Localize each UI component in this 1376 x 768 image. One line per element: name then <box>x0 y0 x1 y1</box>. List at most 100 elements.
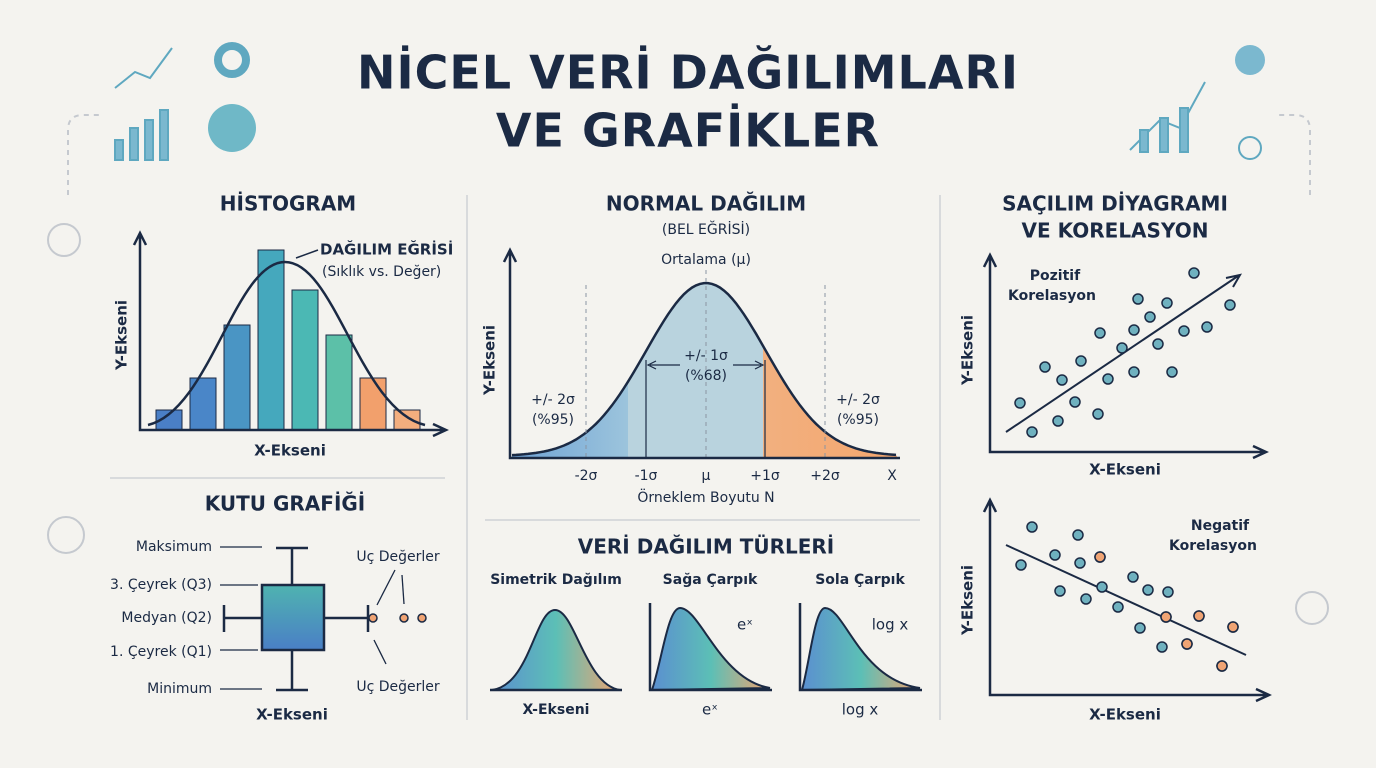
outlier <box>368 613 378 623</box>
type-axis: log x <box>842 701 879 719</box>
corr-label: Korelasyon <box>1008 288 1096 304</box>
normal-axes <box>502 247 900 460</box>
y-axis-label: Y-Ekseni <box>481 325 499 396</box>
scatter-dot <box>1094 551 1106 563</box>
scatter-dot <box>1014 397 1026 409</box>
scatter-dot <box>1054 585 1066 597</box>
scatter-dot <box>1160 611 1172 623</box>
scatter-dot <box>1193 610 1205 622</box>
scatter-dot <box>1128 324 1140 336</box>
scatter-dot <box>1094 327 1106 339</box>
boxplot-title: KUTU GRAFİĞİ <box>205 492 366 516</box>
scatter-dot <box>1075 355 1087 367</box>
scatter-dot <box>1201 321 1213 333</box>
type-label: Sola Çarpık <box>815 572 905 588</box>
x-axis-label: Örneklem Boyutu N <box>637 488 774 506</box>
type-axis: eˣ <box>702 701 718 719</box>
scatter-dot <box>1080 593 1092 605</box>
scatter-dot <box>1152 338 1164 350</box>
sigma-lines <box>585 270 826 458</box>
band-label: (%95) <box>837 412 879 428</box>
scatter-dot <box>1096 581 1108 593</box>
scatter-dot <box>1015 559 1027 571</box>
scatter-dot <box>1127 571 1139 583</box>
scatter-dot <box>1178 325 1190 337</box>
type-axis: X-Ekseni <box>523 702 590 718</box>
histogram-bars <box>155 249 421 431</box>
outlier <box>399 613 409 623</box>
type-label: Simetrik Dağılım <box>490 572 622 588</box>
scatter-dot <box>1026 426 1038 438</box>
scatter-dot <box>1161 297 1173 309</box>
scatter-dot <box>1134 622 1146 634</box>
negative-axes <box>982 497 1272 703</box>
scatter-dot <box>1092 408 1104 420</box>
box-label: Medyan (Q2) <box>121 610 212 626</box>
title-line1: NİCEL VERİ DAĞILIMLARI <box>357 46 1019 100</box>
corr-label: Pozitif <box>1030 268 1081 284</box>
x-axis-label: X-Ekseni <box>1089 706 1161 724</box>
normal-subtitle: (BEL EĞRİSİ) <box>662 220 750 238</box>
bell-area <box>512 283 898 458</box>
scatter-dot <box>1227 621 1239 633</box>
band-label: (%68) <box>685 368 727 384</box>
types-axes <box>490 603 922 692</box>
x-tick-label: -1σ <box>635 468 658 484</box>
x-tick-label: X <box>887 468 897 484</box>
scatter-dot <box>1069 396 1081 408</box>
curve-pointer <box>295 249 319 259</box>
scatter-dot <box>1052 415 1064 427</box>
positive-points <box>1014 267 1236 438</box>
left-skew-curve <box>800 606 921 692</box>
scatter-dot <box>1039 361 1051 373</box>
scatter-dot <box>1132 293 1144 305</box>
title-line2: VE GRAFİKLER <box>496 104 880 158</box>
scatter-dot <box>1188 267 1200 279</box>
scatter-dot <box>1056 374 1068 386</box>
x-tick-label: +2σ <box>810 468 840 484</box>
right-skew-curve <box>650 606 771 692</box>
x-tick-label: +1σ <box>750 468 780 484</box>
curve-label: DAĞILIM EĞRİSİ <box>320 240 453 259</box>
type-label: Sağa Çarpık <box>663 572 758 588</box>
scatter-dot <box>1049 549 1061 561</box>
positive-trend <box>1005 273 1243 433</box>
band-label: (%95) <box>532 412 574 428</box>
box-label: Minimum <box>147 681 212 697</box>
scatter-dot <box>1162 586 1174 598</box>
bell-curve <box>511 281 897 457</box>
outliers-label: Uç Değerler <box>356 679 440 695</box>
box-label: 1. Çeyrek (Q1) <box>110 644 212 660</box>
x-tick-label: -2σ <box>575 468 598 484</box>
scatter-title: SAÇILIM DİYAGRAMI <box>1002 192 1228 216</box>
decor-icons <box>47 42 1329 625</box>
curve-sublabel: (Sıklık vs. Değer) <box>322 264 441 280</box>
box-label: 3. Çeyrek (Q3) <box>110 577 212 593</box>
x-tick-label: μ <box>702 468 711 484</box>
band-label: +/- 2σ <box>836 392 880 408</box>
scatter-dot <box>1181 638 1193 650</box>
x-axis-label: X-Ekseni <box>256 706 328 724</box>
scatter-dot <box>1026 521 1038 533</box>
scatter-dot <box>1142 584 1154 596</box>
corr-label: Korelasyon <box>1169 538 1257 554</box>
y-axis-label: Y-Ekseni <box>959 565 977 636</box>
type-formula: eˣ <box>737 616 753 634</box>
corr-label: Negatif <box>1191 518 1250 534</box>
band-label: +/- 1σ <box>684 348 728 364</box>
scatter-dot <box>1102 373 1114 385</box>
y-axis-label: Y-Ekseni <box>959 315 977 386</box>
box-label: Maksimum <box>136 539 212 555</box>
symmetric-curve <box>491 608 621 691</box>
negative-trend <box>1005 544 1247 656</box>
scatter-title: VE KORELASYON <box>1022 219 1209 243</box>
scatter-dot <box>1144 311 1156 323</box>
types-title: VERİ DAĞILIM TÜRLERİ <box>578 535 834 559</box>
x-axis-label: X-Ekseni <box>1089 461 1161 479</box>
positive-axes <box>982 252 1269 460</box>
scatter-dot <box>1074 557 1086 569</box>
scatter-dot <box>1112 601 1124 613</box>
